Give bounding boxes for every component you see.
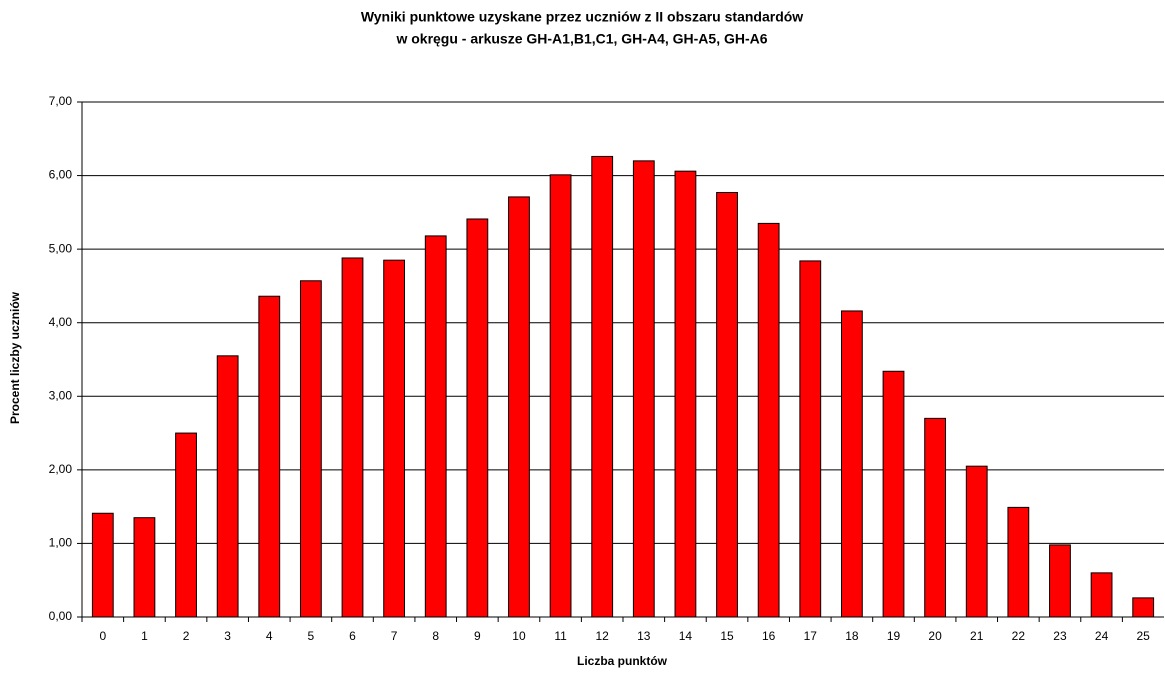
x-tick-label: 11 xyxy=(554,629,567,643)
bar xyxy=(341,257,364,618)
bar xyxy=(1049,544,1071,618)
bar xyxy=(175,432,197,618)
x-tick-label: 25 xyxy=(1137,629,1151,643)
x-tick-label: 19 xyxy=(887,629,901,643)
bar xyxy=(133,517,156,618)
x-tick-label: 0 xyxy=(99,629,106,643)
bar xyxy=(716,191,738,618)
bar xyxy=(840,310,863,618)
bar xyxy=(632,160,655,618)
x-axis-title: Liczba punktów xyxy=(577,654,668,668)
y-tick-label: 4,00 xyxy=(49,315,73,329)
x-tick-label: 23 xyxy=(1053,629,1067,643)
y-tick-label: 2,00 xyxy=(49,462,73,476)
chart-title: w okręgu - arkusze GH-A1,B1,C1, GH-A4, G… xyxy=(395,31,767,47)
bar xyxy=(299,280,322,618)
x-tick-label: 24 xyxy=(1095,629,1109,643)
x-tick-label: 5 xyxy=(308,629,315,643)
bar xyxy=(882,370,905,618)
y-tick-label: 5,00 xyxy=(49,241,73,255)
bar xyxy=(91,512,114,618)
bar xyxy=(383,259,406,618)
y-axis-title: Procent liczby uczniów xyxy=(8,291,22,424)
bar xyxy=(549,174,572,618)
x-tick-label: 4 xyxy=(266,629,273,643)
bar xyxy=(757,222,780,618)
x-tick-label: 1 xyxy=(141,629,148,643)
x-tick-label: 22 xyxy=(1012,629,1026,643)
bar xyxy=(216,355,239,618)
x-tick-label: 18 xyxy=(845,629,859,643)
bar xyxy=(591,155,614,618)
x-tick-label: 9 xyxy=(474,629,481,643)
bar xyxy=(799,260,822,618)
x-tick-label: 2 xyxy=(183,629,190,643)
y-tick-label: 7,00 xyxy=(49,94,73,108)
bar xyxy=(924,417,947,618)
y-tick-label: 6,00 xyxy=(49,168,73,182)
x-tick-label: 17 xyxy=(804,629,818,643)
bar xyxy=(466,218,489,618)
x-tick-label: 13 xyxy=(637,629,651,643)
x-tick-label: 15 xyxy=(720,629,734,643)
x-tick-label: 7 xyxy=(391,629,398,643)
bar xyxy=(965,465,988,618)
x-tick-label: 12 xyxy=(596,629,610,643)
bar xyxy=(1090,572,1113,618)
x-tick-label: 8 xyxy=(432,629,439,643)
bar xyxy=(1132,597,1155,618)
y-tick-label: 1,00 xyxy=(49,536,73,550)
bar xyxy=(508,196,530,618)
x-tick-label: 16 xyxy=(762,629,776,643)
bar xyxy=(1007,506,1030,618)
bar xyxy=(258,295,281,618)
x-tick-label: 21 xyxy=(970,629,984,643)
x-tick-label: 10 xyxy=(512,629,526,643)
x-tick-label: 14 xyxy=(679,629,693,643)
y-tick-label: 0,00 xyxy=(49,609,73,623)
x-tick-label: 3 xyxy=(224,629,231,643)
y-tick-label: 3,00 xyxy=(49,388,73,402)
x-tick-label: 6 xyxy=(349,629,356,643)
bar xyxy=(424,235,447,618)
chart-title: Wyniki punktowe uzyskane przez uczniów z… xyxy=(361,9,803,25)
bar xyxy=(674,170,697,618)
x-tick-label: 20 xyxy=(928,629,942,643)
